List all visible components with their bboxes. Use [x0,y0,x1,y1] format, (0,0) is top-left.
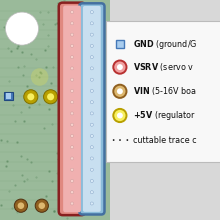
Circle shape [70,123,74,126]
Circle shape [70,191,74,194]
Circle shape [70,67,74,70]
Text: $\mathbf{GND}$ (ground/G: $\mathbf{GND}$ (ground/G [133,37,198,51]
Circle shape [35,199,48,212]
Bar [116,40,124,48]
FancyBboxPatch shape [63,6,81,212]
Circle shape [90,123,94,126]
Circle shape [70,56,74,59]
Circle shape [90,78,94,81]
Circle shape [70,112,74,115]
Circle shape [70,134,74,138]
Circle shape [90,112,94,115]
Circle shape [70,180,74,183]
Circle shape [70,78,74,81]
Circle shape [90,44,94,48]
Circle shape [14,199,28,212]
Circle shape [70,89,74,92]
Circle shape [70,157,74,160]
Circle shape [90,168,94,171]
FancyBboxPatch shape [83,6,101,212]
Bar [0,0,110,220]
Circle shape [70,22,74,25]
Circle shape [90,22,94,25]
Text: $\mathbf{VSRV}$ (servo v: $\mathbf{VSRV}$ (servo v [133,61,194,73]
Circle shape [90,11,94,14]
Text: cuttable trace c: cuttable trace c [133,136,197,145]
Circle shape [47,93,54,100]
Circle shape [24,90,38,104]
Circle shape [113,61,126,74]
Text: ···: ··· [109,134,131,147]
Circle shape [90,157,94,160]
Circle shape [90,89,94,92]
Bar [4,92,13,100]
Circle shape [38,202,45,209]
FancyBboxPatch shape [59,3,85,215]
Circle shape [6,12,38,45]
Circle shape [90,146,94,149]
FancyBboxPatch shape [106,21,220,162]
Circle shape [31,68,48,86]
Circle shape [90,202,94,205]
Circle shape [70,202,74,205]
Circle shape [18,202,24,209]
Circle shape [113,85,126,98]
Circle shape [113,109,126,122]
Circle shape [90,101,94,104]
Circle shape [27,93,34,100]
Circle shape [70,101,74,104]
Bar [6,93,11,99]
Circle shape [90,67,94,70]
Circle shape [70,168,74,171]
Circle shape [70,44,74,48]
Circle shape [90,180,94,183]
Circle shape [90,134,94,138]
Circle shape [117,88,123,94]
FancyBboxPatch shape [79,3,104,214]
Circle shape [44,90,58,104]
Circle shape [70,33,74,36]
Circle shape [117,64,123,70]
Circle shape [90,33,94,36]
Circle shape [117,113,123,118]
Circle shape [90,191,94,194]
Text: $\mathbf{+5V}$ (regulator: $\mathbf{+5V}$ (regulator [133,109,196,122]
Circle shape [70,146,74,149]
Circle shape [90,56,94,59]
Circle shape [70,11,74,14]
Text: $\mathbf{VIN}$ (5-16V boa: $\mathbf{VIN}$ (5-16V boa [133,85,197,97]
